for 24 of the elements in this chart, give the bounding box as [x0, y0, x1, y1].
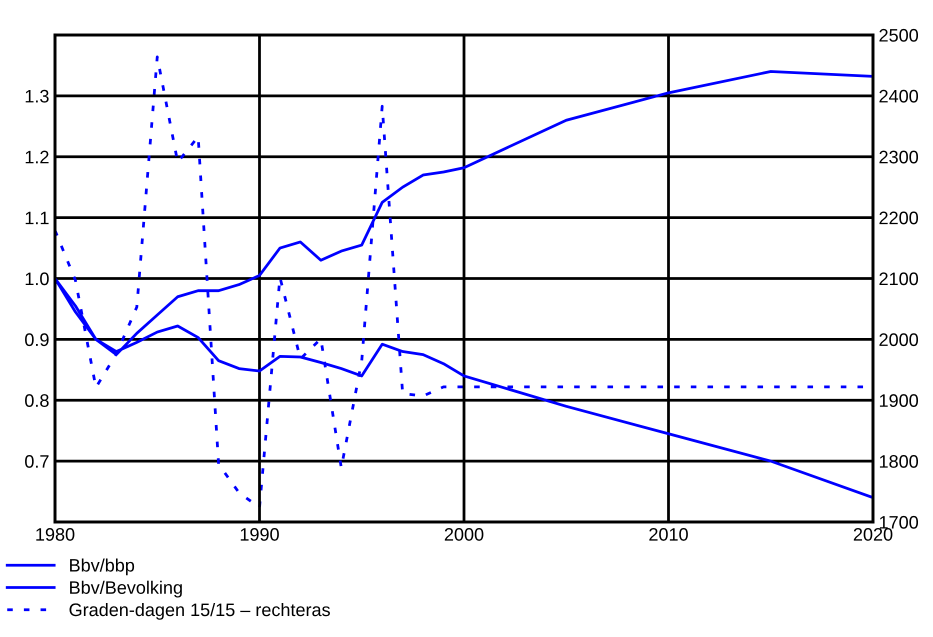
- y2-tick-label: 2000: [879, 333, 918, 346]
- y2-tick-label: 2100: [879, 272, 918, 286]
- y-tick-label: 1.1: [26, 212, 49, 224]
- y-tick-label: 1.0: [26, 272, 49, 286]
- x-tick-label: 2020: [854, 528, 892, 541]
- y2-tick-label: 2400: [879, 90, 918, 103]
- y2-tick-label: 1900: [880, 394, 918, 407]
- y2-tick-label: 2200: [879, 212, 918, 224]
- y2-tick-label: 1800: [880, 455, 918, 468]
- y-tick-label: 0.7: [25, 455, 49, 468]
- legend-label: Bbv/Bevolking: [70, 580, 182, 598]
- y-tick-label: 0.8: [25, 394, 49, 407]
- y2-tick-label: 1700: [880, 516, 918, 529]
- y-tick-label: 0.9: [25, 333, 49, 346]
- legend-label: Graden-dagen 15/15 – rechteras: [70, 602, 330, 620]
- y-tick-label: 1.3: [26, 90, 49, 103]
- legend-label: Bbv/bbp: [70, 558, 134, 576]
- x-tick-label: 1990: [240, 528, 279, 541]
- x-tick-label: 1980: [36, 528, 74, 541]
- y-tick-label: 1.2: [26, 150, 49, 164]
- x-tick-label: 2010: [649, 528, 688, 541]
- y2-tick-label: 2500: [879, 28, 918, 42]
- x-tick-label: 2000: [444, 528, 484, 541]
- y2-tick-label: 2300: [879, 150, 918, 164]
